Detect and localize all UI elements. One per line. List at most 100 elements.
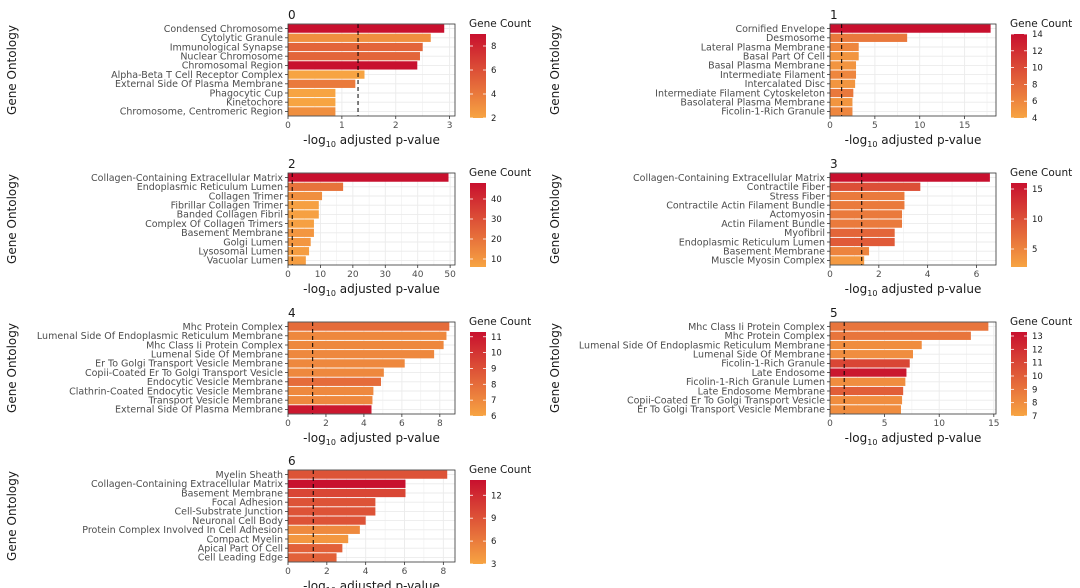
- bar: [830, 237, 895, 247]
- panel-border: [287, 469, 456, 563]
- bar: [288, 98, 336, 107]
- category-label: Mhc Protein Complex: [725, 331, 826, 342]
- legend-tick-label: 20: [491, 235, 502, 245]
- panel-title: 0: [288, 8, 296, 22]
- bar: [830, 201, 905, 210]
- panel-title: 2: [288, 157, 296, 171]
- bar: [288, 237, 311, 247]
- category-label: Lysosomal Lumen: [198, 247, 283, 258]
- x-axis-label-suffix: adjusted p-value: [336, 431, 440, 445]
- y-axis-label: Gene Ontology: [548, 323, 562, 413]
- panel-title: 6: [288, 454, 296, 468]
- bar: [830, 350, 913, 359]
- legend-tick-label: 11: [491, 333, 502, 343]
- bar: [288, 201, 319, 210]
- category-label: Muscle Myosin Complex: [711, 256, 825, 267]
- category-label: Banded Collagen Fibril: [177, 210, 283, 221]
- bar: [830, 88, 854, 98]
- panel-title: 5: [830, 306, 838, 320]
- category-label: Neuronal Cell Body: [192, 516, 283, 527]
- category-label: Lateral Plasma Membrane: [701, 42, 825, 53]
- x-axis-label-subscript: 10: [326, 289, 336, 298]
- category-label: Ficolin-1-Rich Granule: [721, 359, 825, 370]
- category-label: Endocytic Vesicle Membrane: [147, 377, 283, 388]
- x-tick-label: 5: [872, 121, 878, 131]
- legend-colorbar: [1011, 332, 1027, 416]
- x-tick-label: 40: [412, 270, 424, 280]
- category-label: Basolateral Plasma Membrane: [680, 98, 825, 109]
- bar: [288, 340, 444, 350]
- bar: [830, 322, 989, 331]
- category-label: Transport Vesicle Membrane: [148, 396, 284, 407]
- panel-border: [829, 321, 997, 415]
- legend-tick-label: 10: [491, 349, 502, 359]
- category-label: Actomyosin: [770, 210, 825, 221]
- bar: [288, 33, 431, 42]
- y-axis-label: Gene Ontology: [5, 25, 19, 115]
- category-label: Intermediate Filament Cytoskeleton: [655, 88, 825, 99]
- bar: [288, 79, 356, 88]
- category-label: Intercalated Disc: [745, 79, 825, 90]
- legend-tick-label: 30: [491, 215, 502, 225]
- bar: [830, 70, 857, 79]
- category-label: Cornified Envelope: [735, 24, 825, 35]
- x-axis-label-suffix: adjusted p-value: [336, 579, 440, 588]
- category-label: Collagen-Containing Extracellular Matrix: [91, 173, 283, 184]
- panel-3: Collagen-Containing Extracellular Matrix…: [548, 157, 1072, 298]
- legend-title: Gene Count: [1010, 316, 1072, 328]
- x-tick-label: 4: [363, 567, 369, 577]
- bar: [830, 24, 991, 33]
- category-label: Contractile Actin Filament Bundle: [666, 201, 825, 212]
- bar: [288, 525, 360, 534]
- category-label: Vacuolar Lumen: [207, 256, 283, 267]
- bar: [288, 553, 337, 562]
- bar: [288, 52, 420, 61]
- x-tick-label: 8: [440, 567, 446, 577]
- x-axis-label: -log10 adjusted p-value: [845, 133, 982, 149]
- x-tick-label: 0: [285, 121, 291, 131]
- bar: [288, 24, 445, 33]
- category-label: Endoplasmic Reticulum Lumen: [137, 182, 283, 193]
- category-label: Ficolin-1-Rich Granule Lumen: [686, 377, 825, 388]
- x-tick-label: 0: [827, 270, 833, 280]
- category-label: Condensed Chromosome: [164, 24, 283, 35]
- bar: [830, 359, 910, 368]
- x-axis-label: -log10 adjusted p-value: [303, 579, 440, 588]
- bar: [830, 396, 903, 405]
- panel-border: [287, 172, 456, 266]
- bar: [830, 61, 857, 70]
- x-axis-label-prefix: -log: [303, 133, 326, 147]
- category-label: External Side Of Plasma Membrane: [115, 79, 283, 90]
- y-axis-label: Gene Ontology: [548, 174, 562, 264]
- bar: [830, 219, 903, 228]
- category-label: Lumenal Side Of Endoplasmic Reticulum Me…: [579, 340, 825, 351]
- category-label: Actin Filament Bundle: [721, 219, 825, 230]
- legend-colorbar: [470, 34, 486, 118]
- x-axis-label-prefix: -log: [845, 133, 868, 147]
- x-tick-label: 0: [827, 419, 833, 429]
- category-label: Late Endosome: [752, 368, 826, 379]
- category-label: Myofibril: [784, 228, 825, 239]
- bar: [288, 61, 418, 70]
- bar: [830, 191, 905, 201]
- legend-tick-label: 9: [491, 514, 496, 524]
- category-label: Copii-Coated Er To Golgi Transport Vesic…: [85, 368, 283, 379]
- x-tick-label: 3: [447, 121, 453, 131]
- category-label: Golgi Lumen: [223, 237, 283, 248]
- category-label: Lumenal Side Of Membrane: [151, 350, 283, 361]
- legend-tick-label: 7: [491, 396, 496, 406]
- category-label: Chromosomal Region: [182, 61, 283, 72]
- x-axis-label-subscript: 10: [867, 438, 877, 447]
- x-axis-label-prefix: -log: [303, 579, 326, 588]
- bar: [288, 470, 448, 479]
- bar: [288, 350, 435, 359]
- legend-colorbar: [470, 183, 486, 267]
- bar: [288, 173, 449, 182]
- category-label: Collagen-Containing Extracellular Matrix: [633, 173, 825, 184]
- x-tick-label: 4: [361, 419, 367, 429]
- bar: [830, 228, 895, 237]
- bar: [288, 210, 319, 219]
